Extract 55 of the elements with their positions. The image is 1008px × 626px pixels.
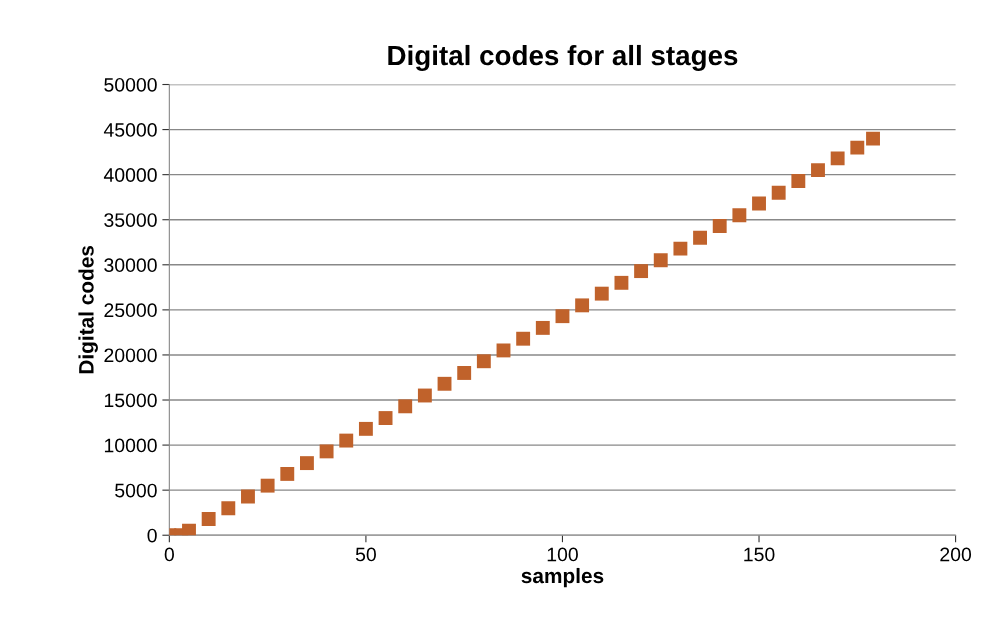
y-axis-title: Digital codes: [78, 245, 98, 374]
point: [496, 343, 511, 358]
x-tick-label: 50: [355, 547, 376, 562]
point: [673, 241, 688, 256]
y-tick-label: 20000: [104, 348, 157, 363]
x-tick-label: 200: [940, 547, 972, 562]
point: [594, 286, 609, 301]
point: [850, 140, 865, 155]
x-tick-label: 0: [164, 547, 174, 562]
y-tick-label: 50000: [104, 77, 157, 92]
point: [437, 376, 452, 391]
point: [182, 523, 196, 536]
point: [358, 421, 373, 436]
y-tick-label: 5000: [115, 483, 157, 498]
point: [575, 298, 590, 313]
x-tick-label: 100: [547, 547, 578, 562]
point: [417, 388, 432, 403]
y-tick-label: 0: [147, 528, 157, 543]
point: [516, 331, 531, 346]
point: [280, 466, 295, 481]
point: [241, 489, 255, 504]
point: [201, 512, 216, 526]
point: [712, 219, 727, 233]
point: [378, 411, 393, 425]
point: [653, 253, 668, 268]
point: [339, 433, 354, 448]
y-tick-label: 30000: [104, 258, 157, 273]
point: [319, 444, 334, 459]
y-tick-label: 15000: [104, 393, 157, 408]
point: [752, 196, 766, 211]
point: [457, 366, 472, 380]
point: [221, 501, 236, 516]
point: [614, 275, 629, 290]
y-tick-label: 35000: [104, 213, 157, 227]
x-tick-label: 150: [744, 547, 775, 562]
point: [634, 264, 649, 279]
point: [693, 230, 707, 245]
y-tick-label: 25000: [104, 303, 157, 318]
y-tick-label: 45000: [103, 123, 157, 137]
point: [771, 185, 786, 200]
chart-title: Digital codes for all stages: [388, 44, 738, 71]
point: [398, 399, 413, 414]
point: [555, 309, 570, 324]
point: [811, 163, 825, 178]
point: [299, 456, 314, 471]
point: [830, 151, 845, 166]
point: [866, 131, 880, 146]
point: [791, 174, 806, 188]
y-tick-label: 10000: [104, 438, 157, 453]
point: [476, 354, 491, 369]
point: [260, 478, 275, 493]
y-tick-label: 40000: [103, 168, 157, 182]
point: [535, 320, 550, 335]
point: [732, 208, 747, 223]
x-axis-title: samples: [521, 567, 604, 588]
